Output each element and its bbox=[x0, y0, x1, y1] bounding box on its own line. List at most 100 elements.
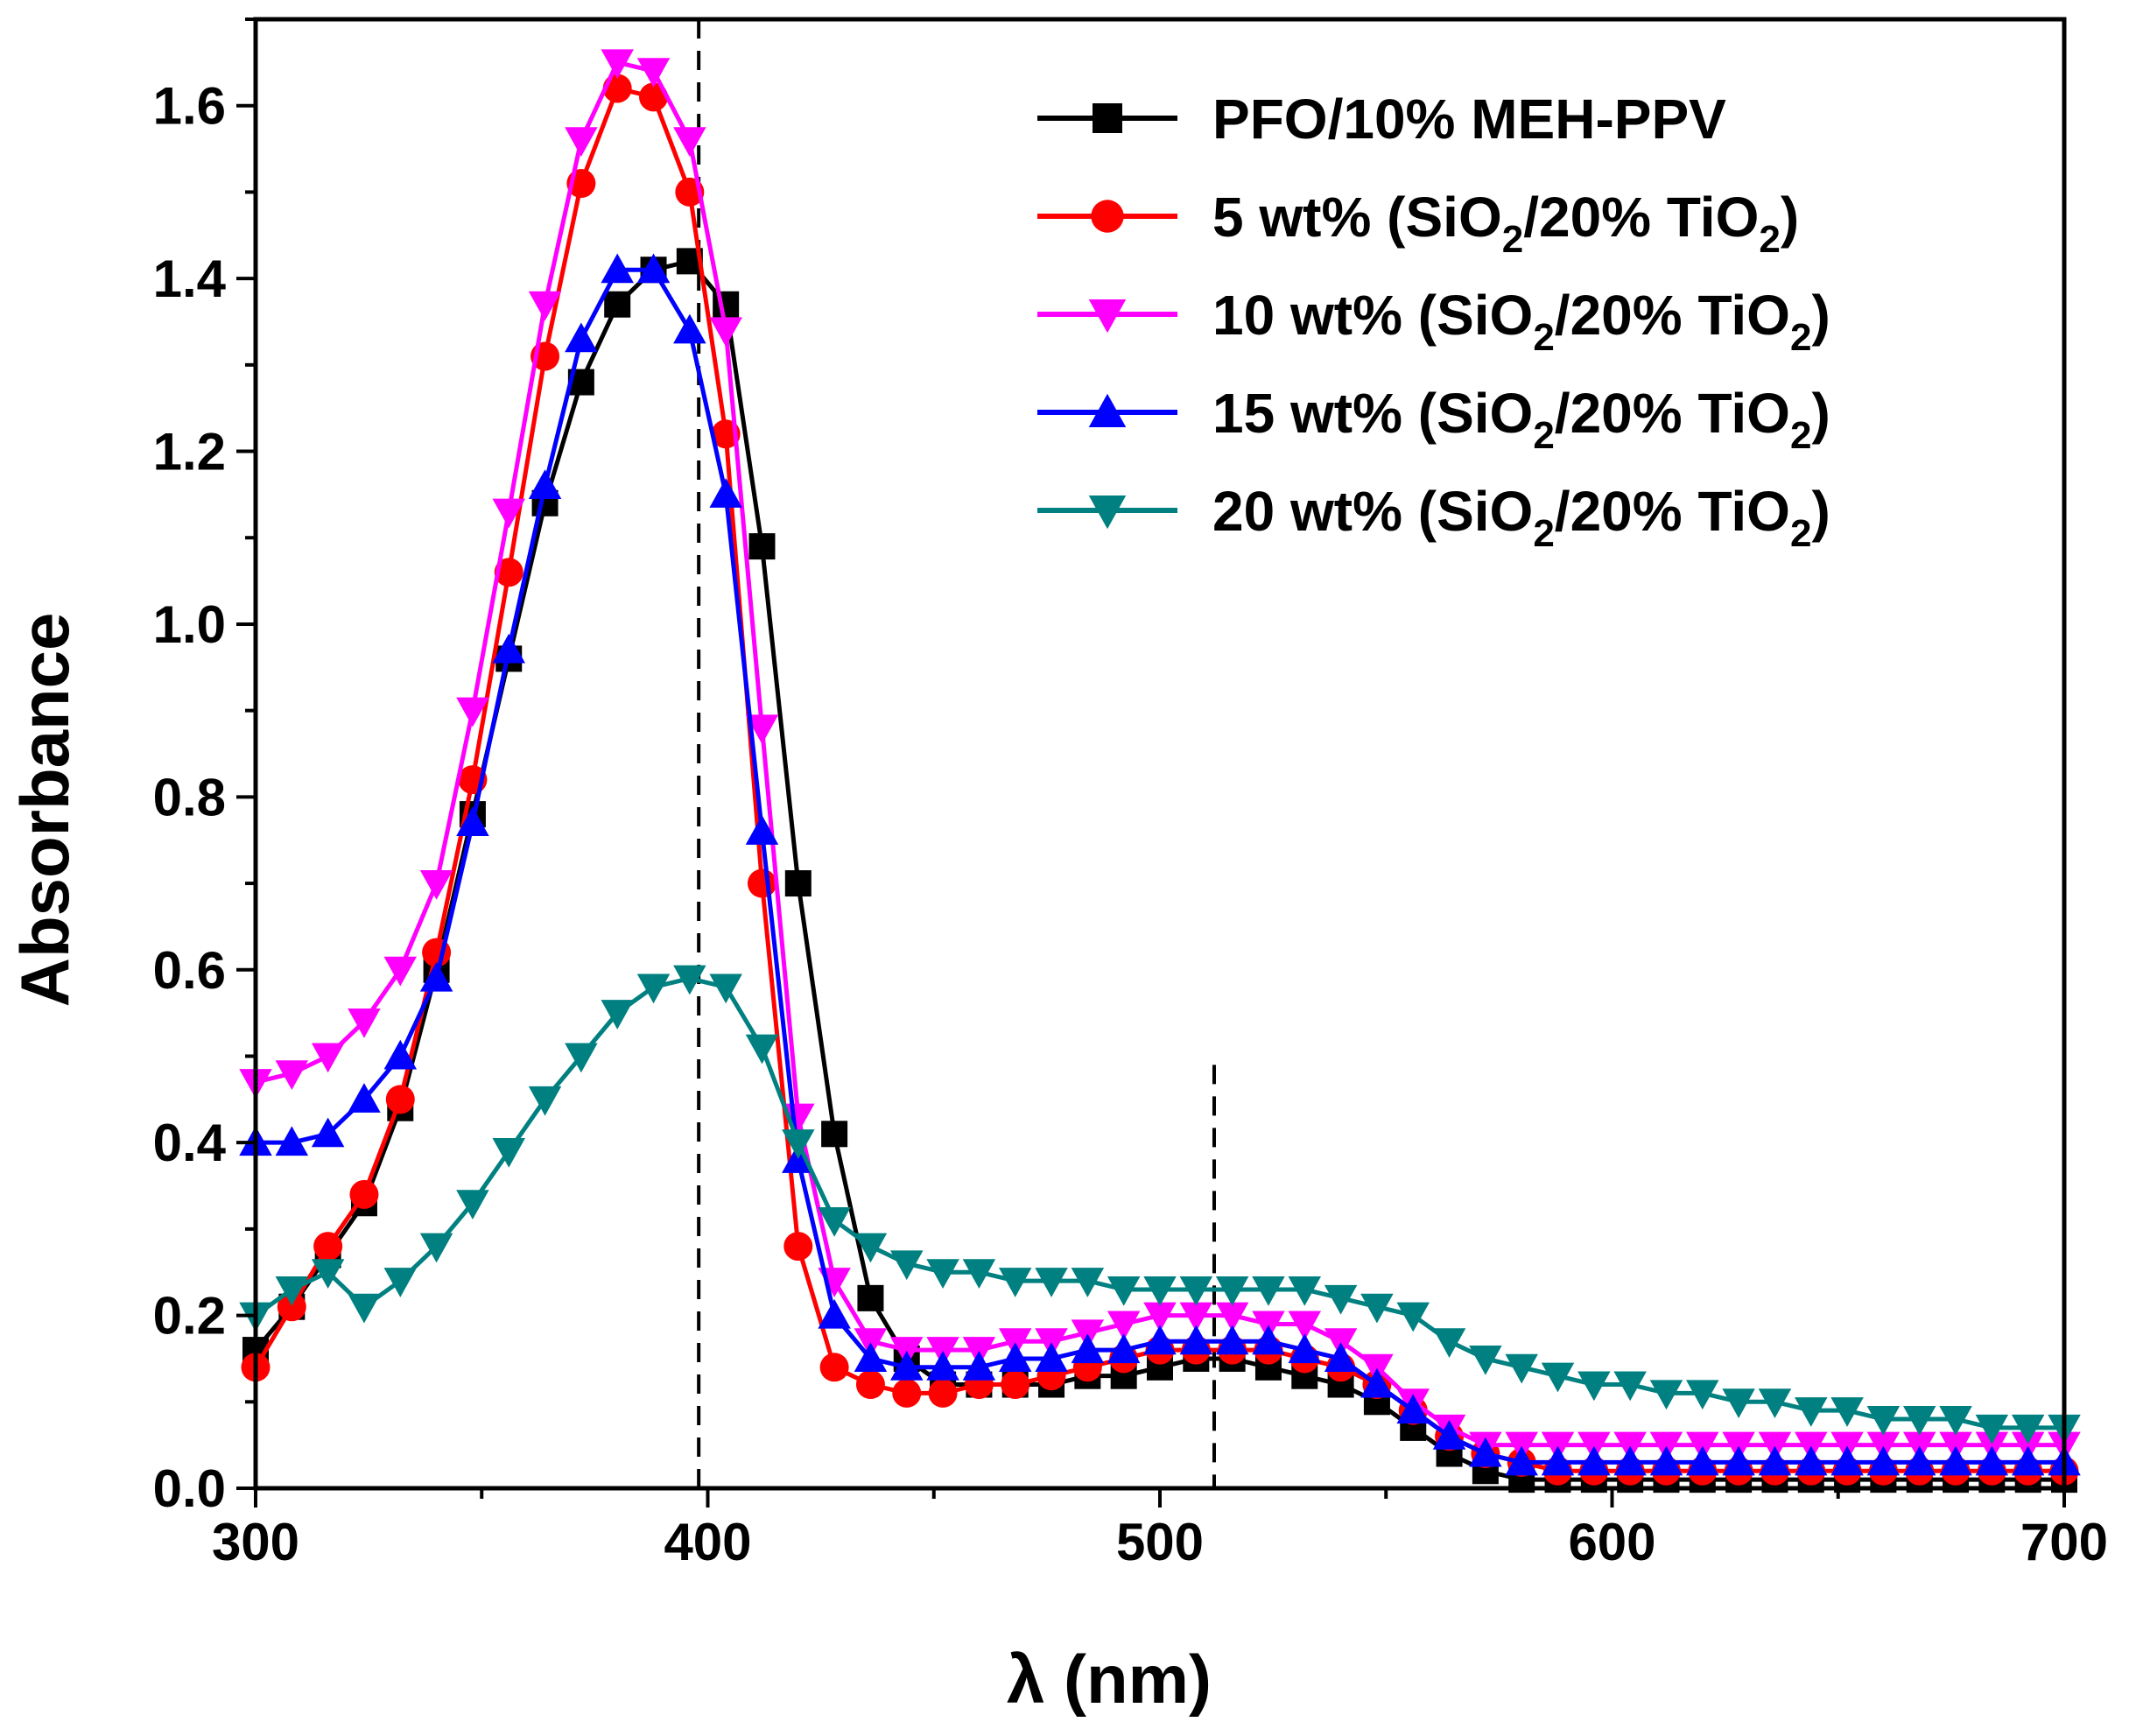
legend-label: 20 wt% (SiO2/20% TiO2) bbox=[1212, 480, 1830, 555]
data-point bbox=[601, 49, 634, 80]
data-point bbox=[748, 533, 776, 560]
data-point bbox=[673, 127, 706, 157]
data-point bbox=[784, 870, 812, 897]
legend: PFO/10% MEH-PPV 5 wt% (SiO2/20% TiO2) 10 w… bbox=[1037, 88, 1830, 555]
data-point bbox=[456, 806, 489, 836]
legend-item-5: 20 wt% (SiO2/20% TiO2) bbox=[1037, 480, 1830, 555]
legend-marker bbox=[1088, 393, 1127, 427]
data-point bbox=[1902, 1445, 1936, 1476]
data-point bbox=[892, 1378, 922, 1408]
data-point bbox=[1396, 1302, 1430, 1332]
data-point bbox=[1432, 1328, 1466, 1358]
data-point bbox=[1939, 1406, 1972, 1436]
data-point bbox=[1469, 1437, 1502, 1467]
data-point bbox=[1179, 1302, 1213, 1332]
data-point bbox=[1758, 1388, 1792, 1419]
y-tick-label: 0.2 bbox=[153, 1287, 226, 1346]
data-point bbox=[1215, 1325, 1249, 1355]
data-point bbox=[277, 1292, 306, 1322]
legend-marker bbox=[1088, 299, 1127, 334]
data-point bbox=[1179, 1276, 1213, 1306]
data-point bbox=[855, 1370, 885, 1400]
data-point bbox=[818, 1207, 851, 1237]
data-point bbox=[565, 1043, 598, 1073]
data-point bbox=[1577, 1445, 1611, 1476]
data-point bbox=[1252, 1276, 1285, 1306]
data-point bbox=[1866, 1445, 1901, 1476]
data-point bbox=[275, 1276, 309, 1306]
series-line bbox=[253, 86, 2064, 1473]
data-point bbox=[1649, 1445, 1683, 1476]
data-point bbox=[2011, 1445, 2045, 1476]
data-point bbox=[1107, 1311, 1141, 1341]
data-point bbox=[1215, 1302, 1249, 1332]
data-point bbox=[383, 1039, 418, 1070]
data-point bbox=[854, 1342, 888, 1372]
data-point bbox=[1939, 1445, 1972, 1476]
x-tick-label: 700 bbox=[2020, 1513, 2108, 1571]
data-point bbox=[456, 1190, 489, 1220]
y-tick-label: 1.6 bbox=[153, 77, 226, 136]
data-point bbox=[998, 1342, 1032, 1372]
data-point bbox=[747, 868, 776, 898]
x-tick-label: 400 bbox=[664, 1513, 751, 1571]
data-point bbox=[890, 1351, 924, 1381]
legend-marker bbox=[1088, 495, 1127, 530]
data-point bbox=[673, 965, 706, 995]
series-4 bbox=[239, 253, 2081, 1476]
data-point bbox=[928, 1378, 958, 1408]
data-point bbox=[1396, 1394, 1430, 1424]
data-point bbox=[419, 1233, 453, 1263]
data-point bbox=[745, 815, 779, 845]
x-tick-label: 500 bbox=[1116, 1513, 1204, 1571]
y-tick-label: 0.8 bbox=[153, 768, 226, 826]
y-tick-label: 0.0 bbox=[153, 1459, 226, 1518]
data-point bbox=[1975, 1414, 2009, 1444]
data-point bbox=[1505, 1353, 1538, 1384]
data-point bbox=[1324, 1342, 1358, 1372]
data-point bbox=[1143, 1302, 1177, 1332]
data-point bbox=[1432, 1420, 1466, 1450]
data-point bbox=[565, 322, 598, 353]
data-point bbox=[709, 478, 742, 508]
data-point bbox=[604, 291, 631, 318]
data-point bbox=[528, 1086, 562, 1116]
data-point bbox=[275, 1060, 309, 1090]
y-axis: 0.0 0.2 0.4 0.6 0.8 1.0 1.2 1.4 1.6 bbox=[153, 18, 256, 1518]
data-point bbox=[926, 1259, 959, 1289]
data-point bbox=[854, 1233, 888, 1263]
legend-label: 5 wt% (SiO2/20% TiO2) bbox=[1212, 186, 1799, 261]
data-point bbox=[636, 253, 671, 284]
data-point bbox=[492, 633, 525, 664]
legend-label: 10 wt% (SiO2/20% TiO2) bbox=[1212, 284, 1830, 359]
data-point bbox=[1469, 1345, 1502, 1375]
data-point bbox=[673, 313, 706, 344]
series-line bbox=[255, 60, 2064, 1448]
data-point bbox=[962, 1259, 996, 1289]
y-axis-title: Absorbance bbox=[6, 613, 83, 1008]
y-tick-label: 0.4 bbox=[153, 1114, 227, 1172]
data-point bbox=[1505, 1445, 1538, 1476]
data-point bbox=[456, 697, 489, 727]
data-point bbox=[782, 1129, 815, 1159]
data-point bbox=[1902, 1406, 1936, 1436]
data-point bbox=[636, 58, 671, 88]
reference-lines bbox=[697, 19, 1216, 1488]
data-point bbox=[1324, 1284, 1358, 1315]
series-layer bbox=[239, 49, 2081, 1494]
data-point bbox=[1830, 1397, 1864, 1427]
x-tick-label: 600 bbox=[1568, 1513, 1655, 1571]
data-point bbox=[819, 1353, 849, 1382]
data-point bbox=[745, 714, 779, 745]
data-point bbox=[1795, 1397, 1828, 1427]
y-tick-label: 0.6 bbox=[153, 941, 226, 1000]
data-point bbox=[348, 1008, 381, 1038]
data-point bbox=[565, 127, 598, 157]
data-point bbox=[998, 1268, 1032, 1297]
data-point bbox=[1686, 1445, 1719, 1476]
data-point bbox=[348, 1293, 381, 1324]
legend-item-3: 10 wt% (SiO2/20% TiO2) bbox=[1037, 284, 1830, 359]
legend-marker bbox=[1093, 103, 1122, 133]
data-point bbox=[1143, 1325, 1177, 1355]
